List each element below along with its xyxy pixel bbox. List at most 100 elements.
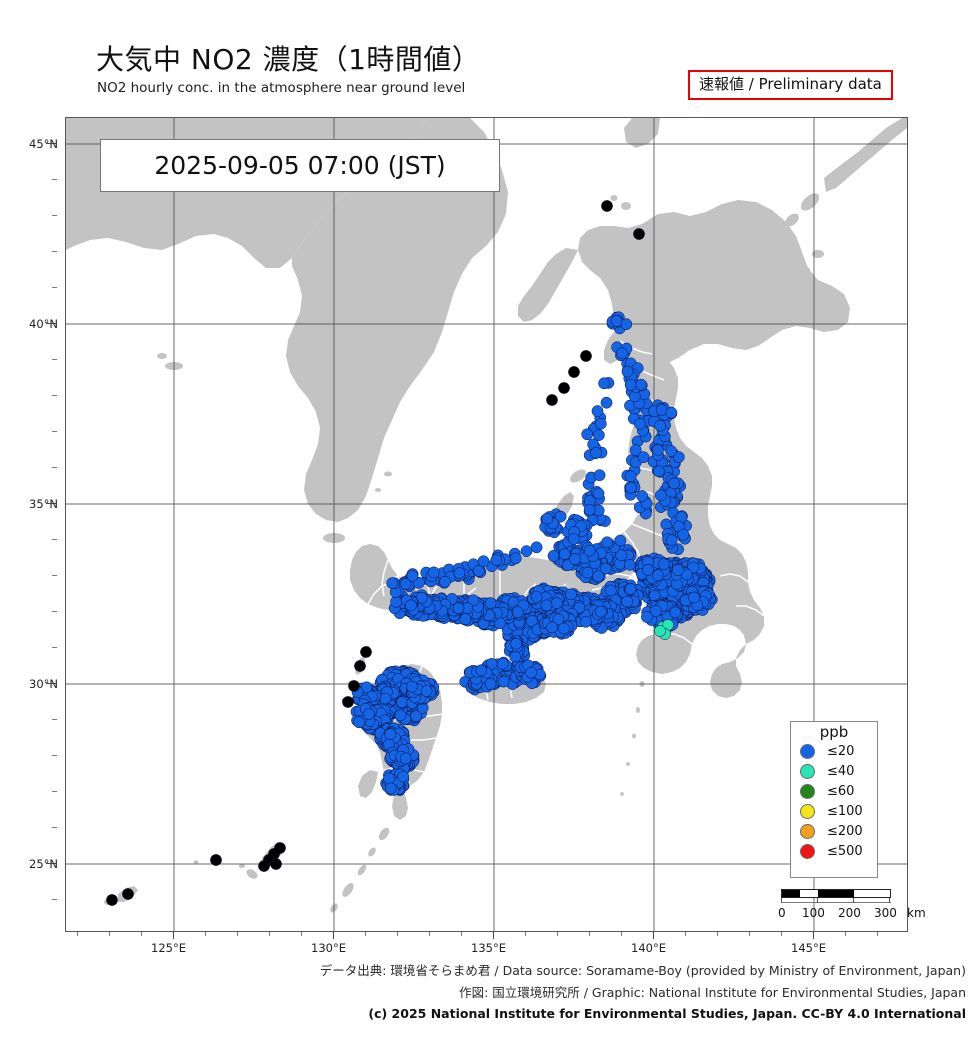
header: 大気中 NO2 濃度（1時間値） NO2 hourly conc. in the… [0,0,980,117]
scale-bar-unit: km [907,906,926,920]
y-axis-minor-tick [52,791,57,792]
legend-swatch-icon [800,804,815,819]
y-axis-minor-tick [52,215,57,216]
legend-swatch-icon [800,844,815,859]
page-subtitle: NO2 hourly conc. in the atmosphere near … [97,80,466,96]
x-axis-minor-tick [589,932,590,936]
timestamp-box: 2025-09-05 07:00 (JST) [100,139,500,192]
scale-bar-label: 300 [874,906,897,920]
x-axis-minor-tick [749,932,750,936]
y-tick-label: 30°N [29,677,58,691]
x-tick-label: 130°E [311,941,346,955]
x-axis-minor-tick [845,932,846,936]
x-axis-minor-tick [877,932,878,936]
x-axis-tick [173,932,174,939]
landmass-layer [66,118,907,913]
x-axis-minor-tick [717,932,718,936]
y-axis-minor-tick [52,611,57,612]
y-axis-tick [46,503,57,504]
y-axis-minor-tick [52,755,57,756]
x-tick-label: 135°E [471,941,506,955]
legend-title: ppb [819,723,849,741]
x-axis-minor-tick [461,932,462,936]
legend-item-label: ≤20 [827,744,855,759]
y-axis-minor-tick [52,251,57,252]
observation-points-layer [106,200,718,906]
legend-item-label: ≤100 [827,804,863,819]
legend-item: ≤20 [791,742,877,762]
scale-bar-segment [818,890,854,897]
legend-item: ≤200 [791,822,877,842]
y-axis-minor-tick [52,719,57,720]
x-axis-minor-tick [205,932,206,936]
x-axis-minor-tick [397,932,398,936]
scale-bar-track [781,889,891,898]
y-axis-minor-tick [52,395,57,396]
map-plot-area[interactable] [65,117,908,932]
x-axis-minor-tick [269,932,270,936]
x-axis-minor-tick [109,932,110,936]
footer-copyright: (c) 2025 National Institute for Environm… [368,1006,966,1021]
y-axis-tick [46,143,57,144]
x-axis-minor-tick [557,932,558,936]
legend-item-label: ≤200 [827,824,863,839]
scale-bar-label: 0 [778,906,786,920]
footer-data-source: データ出典: 環境省そらまめ君 / Data source: Soramame-… [319,963,966,978]
y-tick-label: 35°N [29,497,58,511]
x-axis-minor-tick [621,932,622,936]
y-axis-minor-tick [52,899,57,900]
legend-swatch-icon [800,744,815,759]
scale-bar-segment [782,890,800,897]
y-tick-label: 45°N [29,137,58,151]
legend-item-label: ≤500 [827,844,863,859]
preliminary-data-badge: 速報値 / Preliminary data [688,70,893,101]
y-axis-minor-tick [52,647,57,648]
y-axis-minor-tick [52,359,57,360]
scale-bar-tick [889,898,890,903]
scale-bar-tick [853,898,854,903]
x-axis-minor-tick [685,932,686,936]
scale-bar-tick [781,898,782,903]
y-axis-minor-tick [52,179,57,180]
x-axis-tick [493,932,494,939]
legend-item: ≤40 [791,762,877,782]
x-axis-minor-tick [429,932,430,936]
y-tick-label: 25°N [29,857,58,871]
y-axis-minor-tick [52,539,57,540]
x-axis-minor-tick [77,932,78,936]
x-axis-minor-tick [141,932,142,936]
legend-item: ≤60 [791,782,877,802]
legend: ppb ≤20 ≤40 ≤60 ≤100 ≤200 ≤500 [790,721,878,878]
legend-item: ≤500 [791,842,877,862]
legend-swatch-icon [800,764,815,779]
x-tick-label: 140°E [631,941,666,955]
y-axis-tick [46,683,57,684]
map-canvas [66,118,907,931]
x-axis-minor-tick [781,932,782,936]
x-axis-minor-tick [365,932,366,936]
page-title: 大気中 NO2 濃度（1時間値） [96,43,481,76]
x-axis-tick [333,932,334,939]
y-axis-minor-tick [52,431,57,432]
y-axis-minor-tick [52,467,57,468]
x-axis-tick [653,932,654,939]
y-axis-minor-tick [52,287,57,288]
scale-bar: 0 100 200 300 km [778,889,926,929]
legend-item-label: ≤60 [827,784,855,799]
x-axis-minor-tick [301,932,302,936]
footer-graphic-credit: 作図: 国立環境研究所 / Graphic: National Institut… [459,984,966,1000]
x-tick-label: 125°E [151,941,186,955]
scale-bar-label: 200 [838,906,861,920]
legend-item: ≤100 [791,802,877,822]
x-tick-label: 145°E [791,941,826,955]
legend-item-label: ≤40 [827,764,855,779]
y-tick-label: 40°N [29,317,58,331]
y-axis-minor-tick [52,575,57,576]
footer: データ出典: 環境省そらまめ君 / Data source: Soramame-… [0,960,980,1025]
legend-swatch-icon [800,784,815,799]
legend-swatch-icon [800,824,815,839]
x-axis-minor-tick [237,932,238,936]
scale-bar-rule [781,902,891,903]
y-axis-tick [46,323,57,324]
scale-bar-tick [817,898,818,903]
